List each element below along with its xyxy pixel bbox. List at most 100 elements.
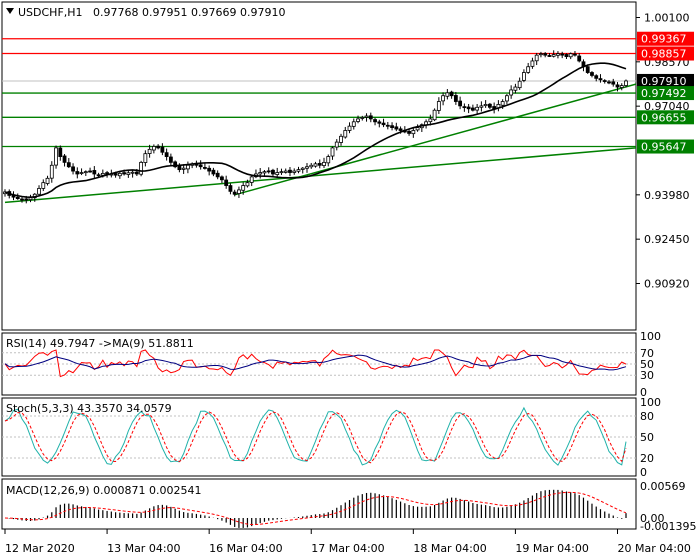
candle-body xyxy=(83,171,88,174)
candle-body xyxy=(271,169,275,175)
macd-axis: 0.00569 0.00-0.001395 xyxy=(640,480,696,533)
candle-body xyxy=(466,106,471,110)
candle-body xyxy=(266,170,271,173)
candle-body xyxy=(168,156,173,163)
candle-body xyxy=(505,95,509,102)
support-price-tag-label: 0.97492 xyxy=(641,87,687,100)
candle-body xyxy=(394,126,399,130)
candle-body xyxy=(547,55,552,57)
triangle-down-icon[interactable] xyxy=(6,8,14,14)
candle-body xyxy=(317,163,322,166)
candle-body xyxy=(113,173,118,176)
candle-body xyxy=(177,165,182,171)
candle-body xyxy=(449,91,454,97)
osc-tick-label: 0 xyxy=(640,386,647,399)
candle-body xyxy=(245,182,250,187)
candle-body xyxy=(262,171,267,174)
candle-body xyxy=(62,155,67,163)
candle-body xyxy=(139,161,144,175)
candle-body xyxy=(517,80,522,89)
osc-series-signal xyxy=(4,354,627,371)
resistance-price-tag-label: 0.98857 xyxy=(641,48,687,61)
macd-signal-line xyxy=(4,491,627,526)
candle-body xyxy=(224,179,229,186)
candle-body xyxy=(428,118,433,123)
candle-body xyxy=(88,170,92,173)
candle-body xyxy=(275,172,280,175)
candle-body xyxy=(500,101,505,106)
candle-body xyxy=(326,156,331,164)
candle-body xyxy=(258,172,263,175)
candle-body xyxy=(479,105,484,108)
candle-body xyxy=(551,54,556,57)
candle-body xyxy=(462,106,467,109)
symbol-label: USDCHF,H1 xyxy=(18,6,83,19)
price-tick-label: 0.97040 xyxy=(644,100,690,113)
candle-body xyxy=(513,86,518,91)
candle-body xyxy=(390,125,394,129)
candle-body xyxy=(381,122,386,126)
candle-body xyxy=(37,188,41,195)
osc-tick-label: 100 xyxy=(640,396,661,409)
candle-body xyxy=(41,182,46,189)
candle-body xyxy=(556,53,560,56)
candle-body xyxy=(130,171,135,174)
time-tick-label: 20 Mar 04:00 xyxy=(617,542,690,555)
support-price-tag-label: 0.95647 xyxy=(641,141,687,154)
candle-body xyxy=(560,53,565,56)
candle-body xyxy=(283,170,288,173)
candle-body xyxy=(305,166,309,169)
candle-body xyxy=(58,147,63,157)
osc-tick-label: 80 xyxy=(640,410,654,423)
main-price-axis: 1.001000.985700.970400.939800.924500.909… xyxy=(636,11,694,291)
candle-body xyxy=(590,72,594,76)
candle-body xyxy=(96,174,101,177)
time-tick-label: 12 Mar 2020 xyxy=(5,542,75,555)
osc-tick-label: 30 xyxy=(640,369,654,382)
candle-body xyxy=(602,80,607,82)
candle-body xyxy=(160,146,165,153)
candle-body xyxy=(117,172,122,177)
candle-body xyxy=(198,164,203,168)
candle-body xyxy=(75,171,80,175)
rsi-plot-layer xyxy=(2,349,636,378)
candle-body xyxy=(15,196,20,199)
price-tick-label: 0.90920 xyxy=(644,278,690,291)
candle-body xyxy=(364,115,369,118)
resistance-price-tag xyxy=(637,46,694,61)
candle-body xyxy=(28,197,33,201)
candle-body xyxy=(228,185,233,192)
candle-body xyxy=(249,176,254,183)
candle-body xyxy=(607,81,611,84)
candle-body xyxy=(313,163,318,167)
macd-panel xyxy=(1,478,637,530)
support-price-tag-label: 0.96655 xyxy=(641,111,687,124)
candle-body xyxy=(151,146,156,151)
candle-body xyxy=(45,177,50,184)
moving-average-line xyxy=(4,62,627,198)
candle-body xyxy=(292,170,297,173)
candle-body xyxy=(564,54,569,58)
candle-body xyxy=(49,164,54,179)
candle-body xyxy=(360,117,365,119)
candle-body xyxy=(453,95,458,102)
candle-body xyxy=(147,148,152,154)
candle-body xyxy=(339,135,343,143)
candle-body xyxy=(543,53,548,56)
candle-body xyxy=(164,152,169,157)
price-tick-label: 1.00100 xyxy=(644,11,690,24)
candle-body xyxy=(156,145,161,149)
time-tick-label: 13 Mar 04:00 xyxy=(107,542,180,555)
main-panel xyxy=(1,1,637,331)
candle-body xyxy=(215,172,220,178)
osc-series-main xyxy=(4,406,627,466)
candle-body xyxy=(334,141,339,148)
price-tick-label: 0.93980 xyxy=(644,189,690,202)
candle-body xyxy=(385,124,390,127)
candle-body xyxy=(475,106,480,111)
candle-body xyxy=(296,169,301,172)
candle-body xyxy=(207,167,212,172)
time-tick-label: 17 Mar 04:00 xyxy=(311,542,384,555)
candle-body xyxy=(232,191,237,195)
